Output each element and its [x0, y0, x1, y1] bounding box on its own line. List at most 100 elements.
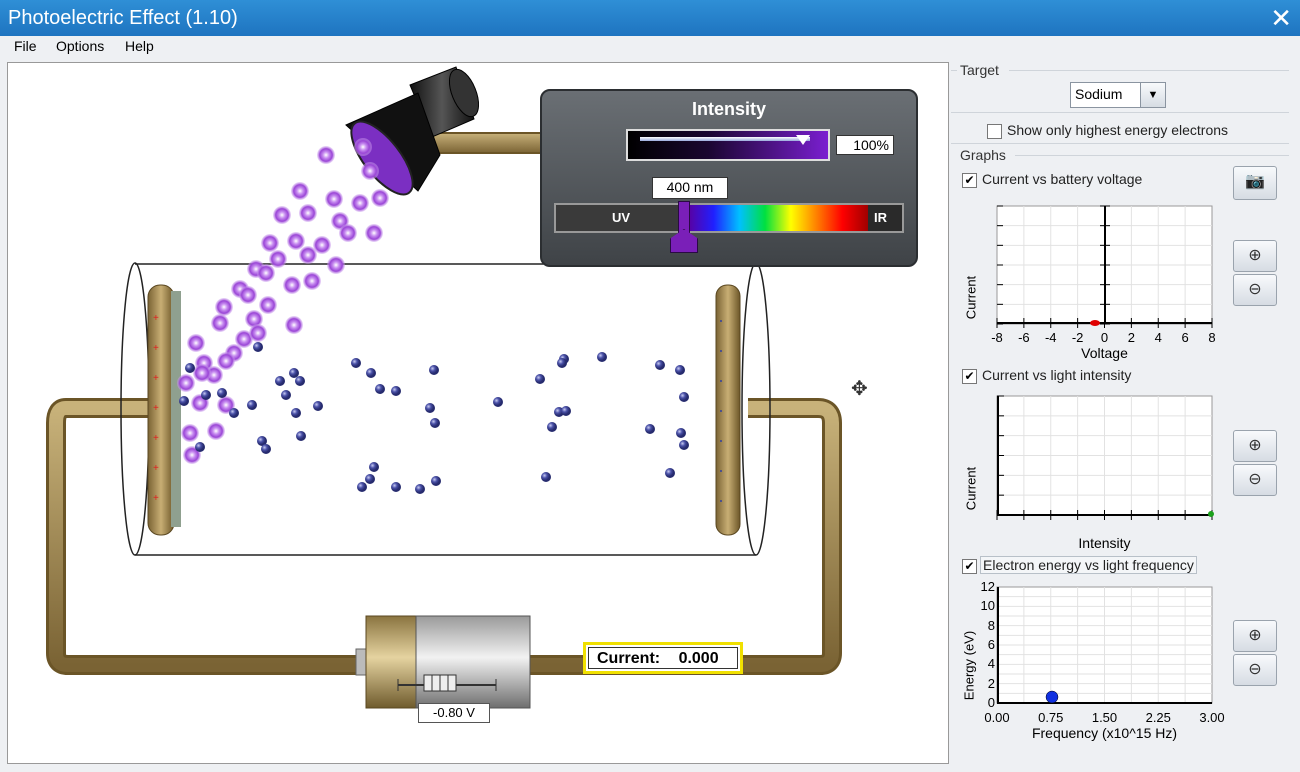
graph1-zoom-out-icon[interactable]: ⊖: [1233, 274, 1277, 306]
graph3-label: Electron energy vs light frequency: [980, 556, 1197, 574]
graph1-zoom-in-icon[interactable]: ⊕: [1233, 240, 1277, 272]
wavelength-spectrum[interactable]: UV IR: [554, 203, 904, 233]
photon: [285, 316, 303, 334]
menu-bar: File Options Help: [0, 36, 1300, 58]
menu-options[interactable]: Options: [56, 38, 105, 54]
intensity-percent-field[interactable]: 100%: [836, 135, 894, 155]
electron: [675, 365, 685, 375]
graph3-plot: [996, 586, 1213, 704]
electron: [179, 396, 189, 406]
chevron-down-icon[interactable]: ▼: [1140, 83, 1165, 107]
highest-energy-checkbox[interactable]: [987, 124, 1002, 139]
graph3-xtick-label: 1.50: [1091, 710, 1118, 725]
graph3-zoom-out-icon[interactable]: ⊖: [1233, 654, 1277, 686]
camera-icon[interactable]: 📷: [1233, 166, 1277, 200]
spectrum-gradient: [688, 205, 868, 231]
graph1-xtick-label: 8: [1208, 330, 1216, 345]
electron: [431, 476, 441, 486]
electron: [275, 376, 285, 386]
graph3-zoom-in-icon[interactable]: ⊕: [1233, 620, 1277, 652]
electron: [676, 428, 686, 438]
graph1-checkbox[interactable]: ✔: [962, 173, 977, 188]
electron: [547, 422, 557, 432]
battery-voltage-label: -0.80 V: [418, 703, 490, 723]
graph3-ytick-label: 4: [987, 656, 995, 672]
electron: [217, 388, 227, 398]
intensity-panel: Intensity 100% 400 nm UV IR: [540, 89, 918, 267]
graph1-xtick-label: -4: [1044, 330, 1057, 345]
photon: [365, 224, 383, 242]
graph3-ytick-label: 2: [987, 675, 995, 691]
graph1-xtick-label: -6: [1018, 330, 1030, 345]
electron: [679, 440, 689, 450]
graph2-label: Current vs light intensity: [982, 367, 1132, 383]
electron: [369, 462, 379, 472]
target-select[interactable]: Sodium ▼: [1070, 82, 1166, 108]
photon: [217, 352, 235, 370]
electron: [247, 400, 257, 410]
electron: [351, 358, 361, 368]
electron: [257, 436, 267, 446]
graph1-xtick-label: 6: [1181, 330, 1189, 345]
photon: [177, 374, 195, 392]
intensity-slider[interactable]: [626, 129, 830, 161]
photon: [239, 286, 257, 304]
current-display: Current: 0.000: [583, 642, 743, 674]
intensity-title: Intensity: [691, 99, 766, 119]
electron: [289, 368, 299, 378]
graphs-group-label: Graphs: [960, 147, 1006, 163]
svg-text:+: +: [153, 463, 159, 474]
photon: [245, 310, 263, 328]
graph2-zoom-out-icon[interactable]: ⊖: [1233, 464, 1277, 496]
target-select-value: Sodium: [1075, 86, 1123, 102]
photon: [259, 296, 277, 314]
electron: [429, 365, 439, 375]
graph3-data-point: [1045, 690, 1059, 704]
photon: [291, 182, 309, 200]
photon: [317, 146, 335, 164]
svg-text:+: +: [153, 373, 159, 384]
control-panel: Target Sodium ▼ Show only highest energy…: [951, 60, 1294, 765]
photon: [273, 206, 291, 224]
graph3-xtick-label: 0.75: [1038, 710, 1064, 725]
electron: [281, 390, 291, 400]
electron: [365, 474, 375, 484]
window-title: Photoelectric Effect (1.10): [8, 7, 238, 29]
menu-file[interactable]: File: [14, 38, 37, 54]
photon: [325, 190, 343, 208]
photon: [257, 264, 275, 282]
graph1-xtick-label: 2: [1127, 330, 1135, 345]
graph3-checkbox[interactable]: ✔: [962, 559, 977, 574]
electron: [391, 386, 401, 396]
electron: [185, 363, 195, 373]
svg-text:+: +: [153, 403, 159, 414]
simulation-canvas: + + + + + + + Intens: [7, 62, 949, 764]
photon: [299, 204, 317, 222]
close-icon[interactable]: ✕: [1270, 3, 1292, 33]
graph1-xtick-label: -2: [1071, 330, 1084, 345]
graph1-ylabel: Current: [963, 275, 979, 320]
graph1-label: Current vs battery voltage: [982, 171, 1143, 187]
photon: [193, 364, 211, 382]
electron: [201, 390, 211, 400]
graph1-xtick-label: 4: [1154, 330, 1162, 345]
ir-region: [868, 205, 902, 231]
photon: [215, 298, 233, 316]
photon: [303, 272, 321, 290]
menu-help[interactable]: Help: [125, 38, 154, 54]
electron: [195, 442, 205, 452]
wavelength-field[interactable]: 400 nm: [652, 177, 728, 199]
graph1-xtick-label: 0: [1100, 330, 1109, 345]
photon: [354, 138, 372, 156]
lamp-icon: [345, 66, 480, 196]
electron: [366, 368, 376, 378]
intensity-slider-thumb[interactable]: [796, 135, 810, 145]
photon: [207, 422, 225, 440]
electron: [357, 482, 367, 492]
photon: [181, 424, 199, 442]
graph3-ytick-label: 0: [987, 695, 995, 710]
graph2-zoom-in-icon[interactable]: ⊕: [1233, 430, 1277, 462]
svg-text:+: +: [153, 343, 159, 354]
svg-text:+: +: [153, 493, 159, 504]
graph2-checkbox[interactable]: ✔: [962, 369, 977, 384]
